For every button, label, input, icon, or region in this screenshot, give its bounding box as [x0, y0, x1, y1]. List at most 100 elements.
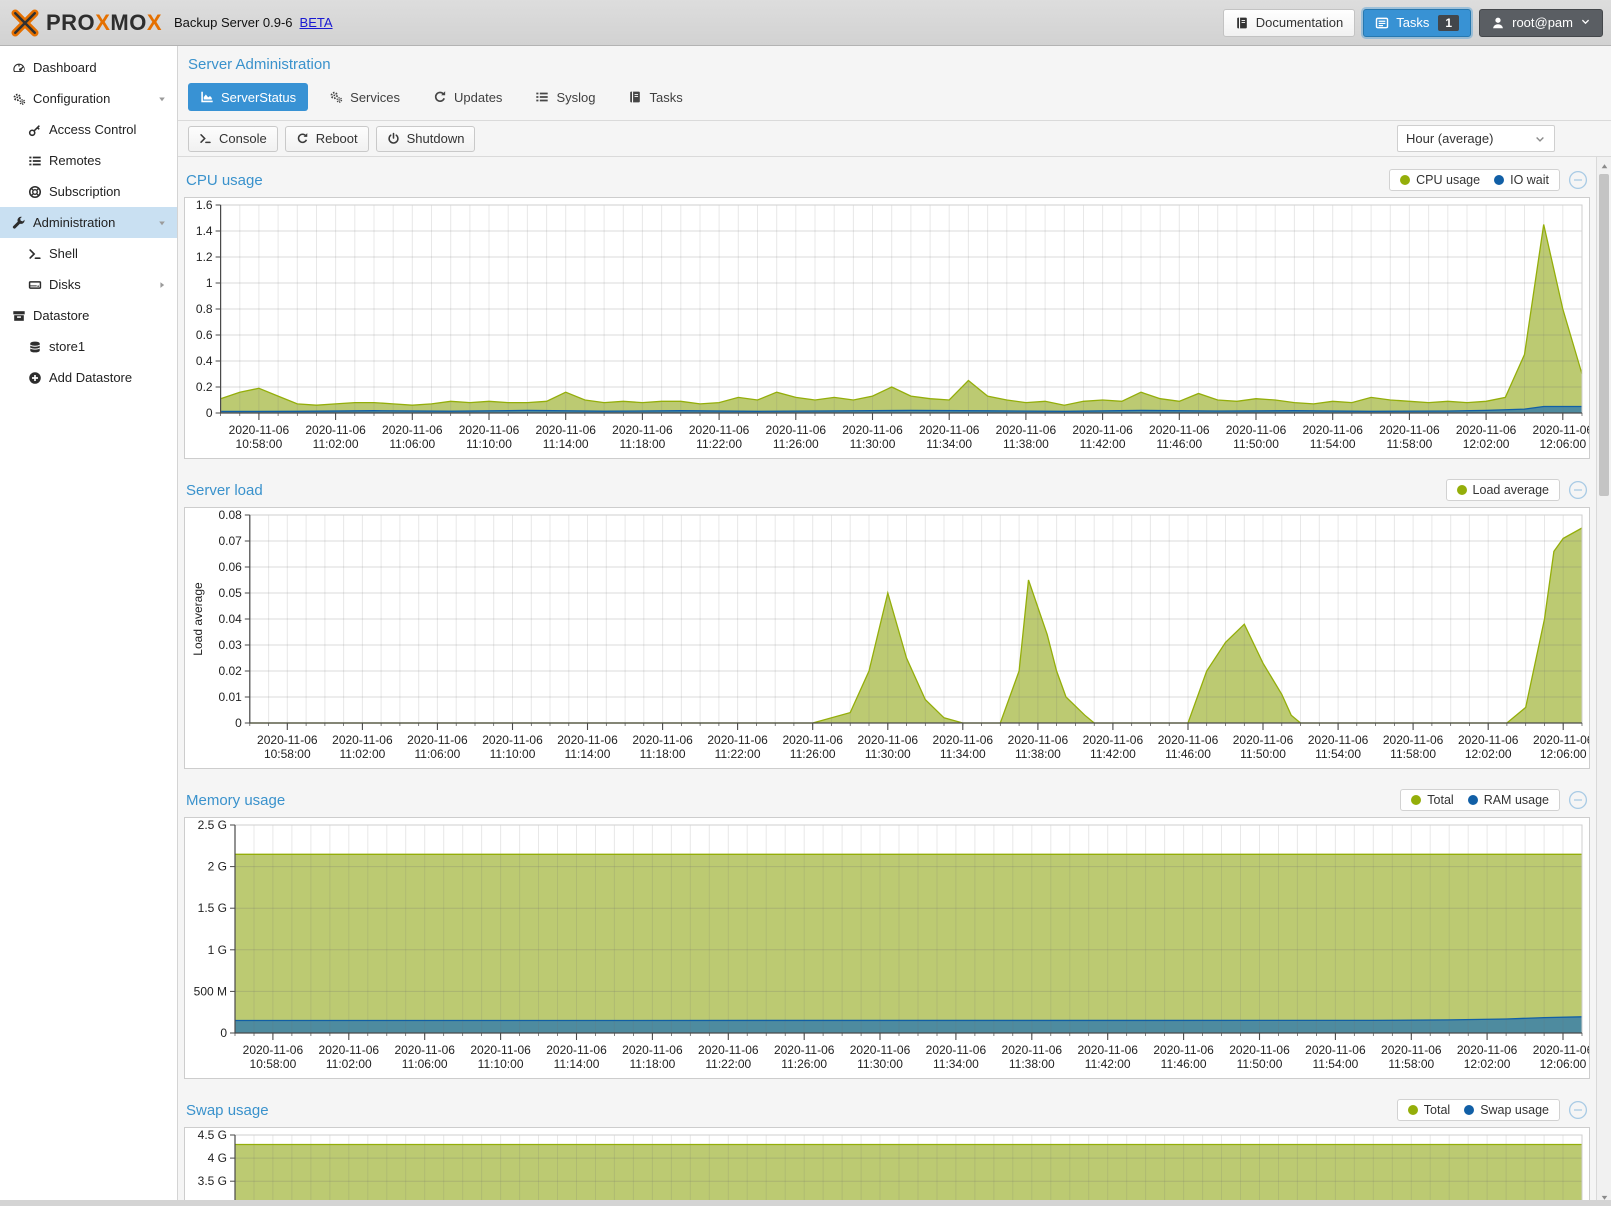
svg-text:2020-11-06: 2020-11-06 [933, 733, 994, 747]
sidebar-item-label: Configuration [33, 91, 111, 106]
sidebar-item-administration[interactable]: Administration [0, 207, 177, 238]
sidebar-item-configuration[interactable]: Configuration [0, 83, 177, 114]
svg-text:2020-11-06: 2020-11-06 [546, 1043, 607, 1057]
book-icon [1235, 16, 1249, 30]
svg-text:2020-11-06: 2020-11-06 [1383, 733, 1444, 747]
svg-text:0.6: 0.6 [196, 328, 213, 342]
power-icon [387, 132, 400, 145]
svg-text:11:30:00: 11:30:00 [865, 747, 911, 761]
svg-text:0.2: 0.2 [196, 380, 213, 394]
legend-total[interactable]: Total [1411, 793, 1454, 807]
svg-text:11:22:00: 11:22:00 [715, 747, 761, 761]
refresh-icon [296, 132, 309, 145]
svg-text:11:02:00: 11:02:00 [326, 1057, 372, 1071]
svg-text:0.03: 0.03 [218, 638, 242, 652]
sidebar-item-dashboard[interactable]: Dashboard [0, 52, 177, 83]
svg-text:11:10:00: 11:10:00 [478, 1057, 524, 1071]
svg-text:0: 0 [206, 406, 213, 420]
reboot-button[interactable]: Reboot [284, 125, 369, 152]
svg-text:11:50:00: 11:50:00 [1240, 747, 1286, 761]
legend-dot [1467, 795, 1478, 805]
svg-text:12:06:00: 12:06:00 [1540, 1057, 1587, 1071]
collapse-panel-button[interactable] [1568, 170, 1588, 190]
svg-text:11:50:00: 11:50:00 [1233, 437, 1279, 451]
svg-text:2020-11-06: 2020-11-06 [407, 733, 468, 747]
svg-text:11:46:00: 11:46:00 [1161, 1057, 1207, 1071]
svg-text:2020-11-06: 2020-11-06 [1229, 1043, 1290, 1057]
collapse-panel-button[interactable] [1568, 1100, 1588, 1120]
svg-text:2020-11-06: 2020-11-06 [459, 423, 520, 437]
memory-usage-panel: Memory usage Total RAM usage 0 500 M 1 G 1.5… [184, 783, 1590, 1079]
legend-swap-usage[interactable]: Swap usage [1464, 1103, 1549, 1117]
main-content: Server Administration ServerStatus Servic… [178, 46, 1611, 1206]
svg-text:12:02:00: 12:02:00 [1465, 747, 1512, 761]
sidebar-item-remotes[interactable]: Remotes [0, 145, 177, 176]
user-menu-button[interactable]: root@pam [1479, 8, 1603, 37]
legend-total[interactable]: Total [1407, 1103, 1450, 1117]
svg-text:2020-11-06: 2020-11-06 [1379, 423, 1440, 437]
beta-link[interactable]: BETA [299, 15, 333, 30]
tab-syslog[interactable]: Syslog [523, 83, 607, 111]
svg-text:11:30:00: 11:30:00 [857, 1057, 903, 1071]
sidebar-item-disks[interactable]: Disks [0, 269, 177, 300]
svg-text:2020-11-06: 2020-11-06 [557, 733, 618, 747]
svg-text:2020-11-06: 2020-11-06 [257, 733, 318, 747]
sidebar-item-store1[interactable]: store1 [0, 331, 177, 362]
sidebar-item-access-control[interactable]: Access Control [0, 114, 177, 145]
svg-text:Load average: Load average [191, 582, 205, 656]
scroll-up-arrow[interactable] [1597, 159, 1611, 173]
cpu-usage-chart: 0 0.2 0.4 0.6 0.8 1 1.2 1.4 1.6 2020-11-06 10:58:0… [184, 197, 1590, 459]
svg-text:2020-11-06: 2020-11-06 [1083, 733, 1144, 747]
svg-text:2020-11-06: 2020-11-06 [1533, 423, 1589, 437]
sidebar-item-shell[interactable]: Shell [0, 238, 177, 269]
scroll-down-arrow[interactable] [1597, 1190, 1611, 1204]
legend-cpu-usage[interactable]: CPU usage [1400, 173, 1480, 187]
tab-services[interactable]: Services [317, 83, 412, 111]
svg-text:11:38:00: 11:38:00 [1015, 747, 1061, 761]
svg-text:2020-11-06: 2020-11-06 [535, 423, 596, 437]
svg-text:11:02:00: 11:02:00 [313, 437, 359, 451]
book-icon [628, 90, 642, 104]
collapse-panel-button[interactable] [1568, 480, 1588, 500]
tab-label: Services [350, 89, 401, 105]
svg-text:2020-11-06: 2020-11-06 [319, 1043, 380, 1057]
gears-icon [329, 90, 343, 104]
svg-text:2020-11-06: 2020-11-06 [858, 733, 919, 747]
toolbar: Console Reboot Shutdown Hour (average) [178, 120, 1611, 157]
sidebar-item-label: store1 [49, 339, 86, 354]
svg-text:11:06:00: 11:06:00 [389, 437, 435, 451]
shutdown-button[interactable]: Shutdown [375, 125, 476, 152]
console-button[interactable]: Console [188, 125, 278, 152]
svg-text:1 G: 1 G [208, 943, 227, 957]
tasks-button[interactable]: Tasks 1 [1363, 8, 1472, 37]
svg-text:1.6: 1.6 [196, 198, 213, 212]
svg-text:0.08: 0.08 [218, 508, 242, 522]
svg-text:11:22:00: 11:22:00 [705, 1057, 751, 1071]
svg-text:2020-11-06: 2020-11-06 [1008, 733, 1069, 747]
scrollbar-thumb[interactable] [1599, 174, 1609, 496]
legend-load-average[interactable]: Load average [1456, 483, 1549, 497]
legend-io-wait[interactable]: IO wait [1494, 173, 1549, 187]
svg-text:2020-11-06: 2020-11-06 [1077, 1043, 1138, 1057]
button-label: Shutdown [406, 131, 465, 146]
chevron-down-icon [1580, 15, 1591, 30]
svg-text:2020-11-06: 2020-11-06 [1149, 423, 1210, 437]
collapse-panel-button[interactable] [1568, 790, 1588, 810]
documentation-button[interactable]: Documentation [1222, 8, 1356, 37]
svg-text:2020-11-06: 2020-11-06 [632, 733, 693, 747]
tab-serverstatus[interactable]: ServerStatus [188, 83, 309, 111]
svg-text:2020-11-06: 2020-11-06 [1305, 1043, 1366, 1057]
svg-text:11:14:00: 11:14:00 [543, 437, 589, 451]
sidebar-item-label: Datastore [33, 308, 90, 323]
tab-tasks[interactable]: Tasks [616, 83, 694, 111]
svg-text:11:14:00: 11:14:00 [565, 747, 611, 761]
vertical-scrollbar[interactable] [1596, 157, 1611, 1206]
legend-ram-usage[interactable]: RAM usage [1467, 793, 1549, 807]
time-range-select[interactable]: Hour (average) [1397, 125, 1555, 152]
sidebar-item-datastore[interactable]: Datastore [0, 300, 177, 331]
tab-updates[interactable]: Updates [421, 83, 514, 111]
tasks-count-badge: 1 [1438, 14, 1460, 31]
sidebar-item-subscription[interactable]: Subscription [0, 176, 177, 207]
sidebar-item-add-datastore[interactable]: Add Datastore [0, 362, 177, 393]
svg-text:2020-11-06: 2020-11-06 [1002, 1043, 1063, 1057]
